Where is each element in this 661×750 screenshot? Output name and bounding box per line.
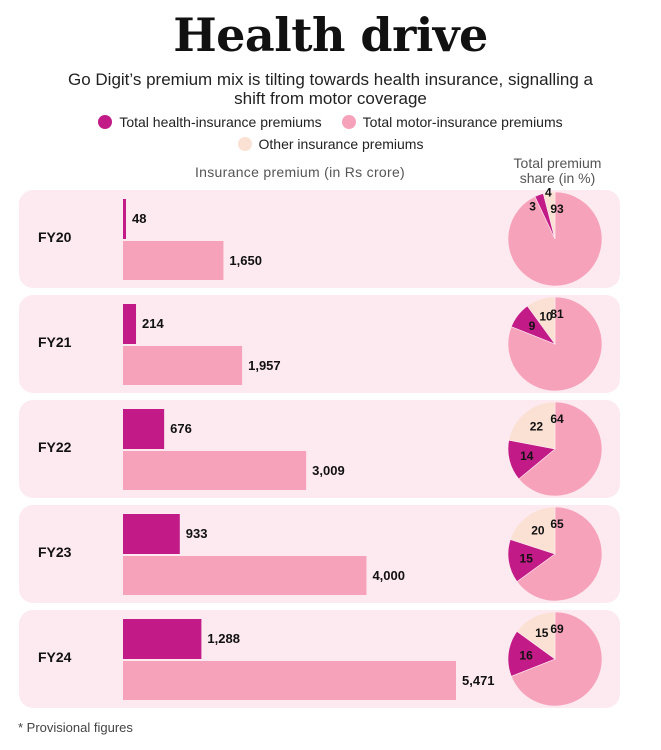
pie-label-health-FY24: 16 bbox=[519, 648, 533, 662]
legend-other: Other insurance premiums bbox=[237, 136, 424, 152]
share-caption: Total premium share (in %) bbox=[513, 155, 602, 186]
pie-label-health-FY20: 3 bbox=[529, 200, 536, 214]
motor-bar-FY23 bbox=[123, 556, 367, 595]
motor-value-FY23: 4,000 bbox=[372, 568, 405, 583]
row-label-FY22: FY22 bbox=[38, 439, 72, 455]
footnote: * Provisional figures bbox=[18, 720, 133, 735]
pie-slice-other-FY21 bbox=[526, 296, 556, 345]
chart-subtitle: Go Digit’s premium mix is tilting toward… bbox=[67, 70, 594, 108]
motor-bar-FY24 bbox=[123, 661, 456, 700]
row-label-FY23: FY23 bbox=[38, 544, 72, 560]
legend-other-swatch bbox=[237, 137, 252, 151]
legend-row-1: Total health-insurance premiums Total mo… bbox=[0, 114, 661, 130]
motor-value-FY21: 1,957 bbox=[248, 358, 281, 373]
pie-slice-other-FY20 bbox=[542, 191, 556, 240]
pie-slice-other-FY23 bbox=[509, 506, 556, 555]
motor-value-FY20: 1,650 bbox=[229, 253, 262, 268]
motor-bar-FY20 bbox=[123, 241, 224, 280]
row-label-FY20: FY20 bbox=[38, 229, 72, 245]
pie-label-other-FY20: 4 bbox=[545, 186, 552, 200]
health-bar-FY24 bbox=[123, 619, 202, 659]
pie-label-motor-FY23: 65 bbox=[550, 517, 564, 531]
legend-other-label: Other insurance premiums bbox=[258, 136, 424, 152]
health-bar-FY21 bbox=[123, 304, 137, 344]
pie-label-health-FY23: 15 bbox=[520, 552, 534, 566]
pie-slice-motor-FY22 bbox=[518, 401, 603, 497]
legend-motor-label: Total motor-insurance premiums bbox=[362, 114, 563, 130]
health-value-FY22: 676 bbox=[170, 421, 192, 436]
health-value-FY20: 48 bbox=[132, 211, 146, 226]
pie-label-motor-FY22: 64 bbox=[550, 412, 564, 426]
health-bar-FY22 bbox=[123, 409, 165, 449]
row-label-FY21: FY21 bbox=[38, 334, 72, 350]
motor-bar-FY22 bbox=[123, 451, 307, 490]
health-bar-FY20 bbox=[123, 199, 126, 239]
pie-label-other-FY21: 10 bbox=[539, 309, 553, 323]
legend-motor-swatch bbox=[341, 115, 356, 129]
pie-label-motor-FY20: 93 bbox=[550, 202, 564, 216]
legend-motor: Total motor-insurance premiums bbox=[341, 114, 563, 130]
health-value-FY21: 214 bbox=[142, 316, 164, 331]
pie-slice-other-FY22 bbox=[508, 401, 556, 450]
legend-health-swatch bbox=[98, 115, 113, 129]
pie-label-motor-FY24: 69 bbox=[550, 622, 564, 636]
chart-title: Health drive bbox=[173, 8, 488, 62]
health-value-FY24: 1,288 bbox=[207, 631, 240, 646]
motor-bar-FY21 bbox=[123, 346, 243, 385]
motor-value-FY22: 3,009 bbox=[312, 463, 345, 478]
pie-label-health-FY21: 9 bbox=[529, 319, 536, 333]
health-value-FY23: 933 bbox=[186, 526, 208, 541]
pie-label-other-FY24: 15 bbox=[535, 626, 549, 640]
pie-slice-health-FY24 bbox=[507, 630, 556, 677]
motor-value-FY24: 5,471 bbox=[462, 673, 495, 688]
legend-health: Total health-insurance premiums bbox=[98, 114, 322, 130]
pie-slice-other-FY24 bbox=[516, 611, 556, 660]
pie-label-motor-FY21: 81 bbox=[550, 307, 564, 321]
pie-slice-motor-FY23 bbox=[516, 506, 603, 602]
legend-health-label: Total health-insurance premiums bbox=[119, 114, 322, 130]
pie-label-health-FY22: 14 bbox=[520, 449, 534, 463]
row-label-FY24: FY24 bbox=[38, 649, 72, 665]
pie-label-other-FY22: 22 bbox=[530, 420, 544, 434]
legend-row-2: Other insurance premiums bbox=[0, 136, 661, 152]
health-bar-FY23 bbox=[123, 514, 180, 554]
axis-caption: Insurance premium (in Rs crore) bbox=[194, 164, 406, 180]
pie-label-other-FY23: 20 bbox=[531, 523, 545, 537]
pie-slice-motor-FY24 bbox=[510, 611, 603, 707]
